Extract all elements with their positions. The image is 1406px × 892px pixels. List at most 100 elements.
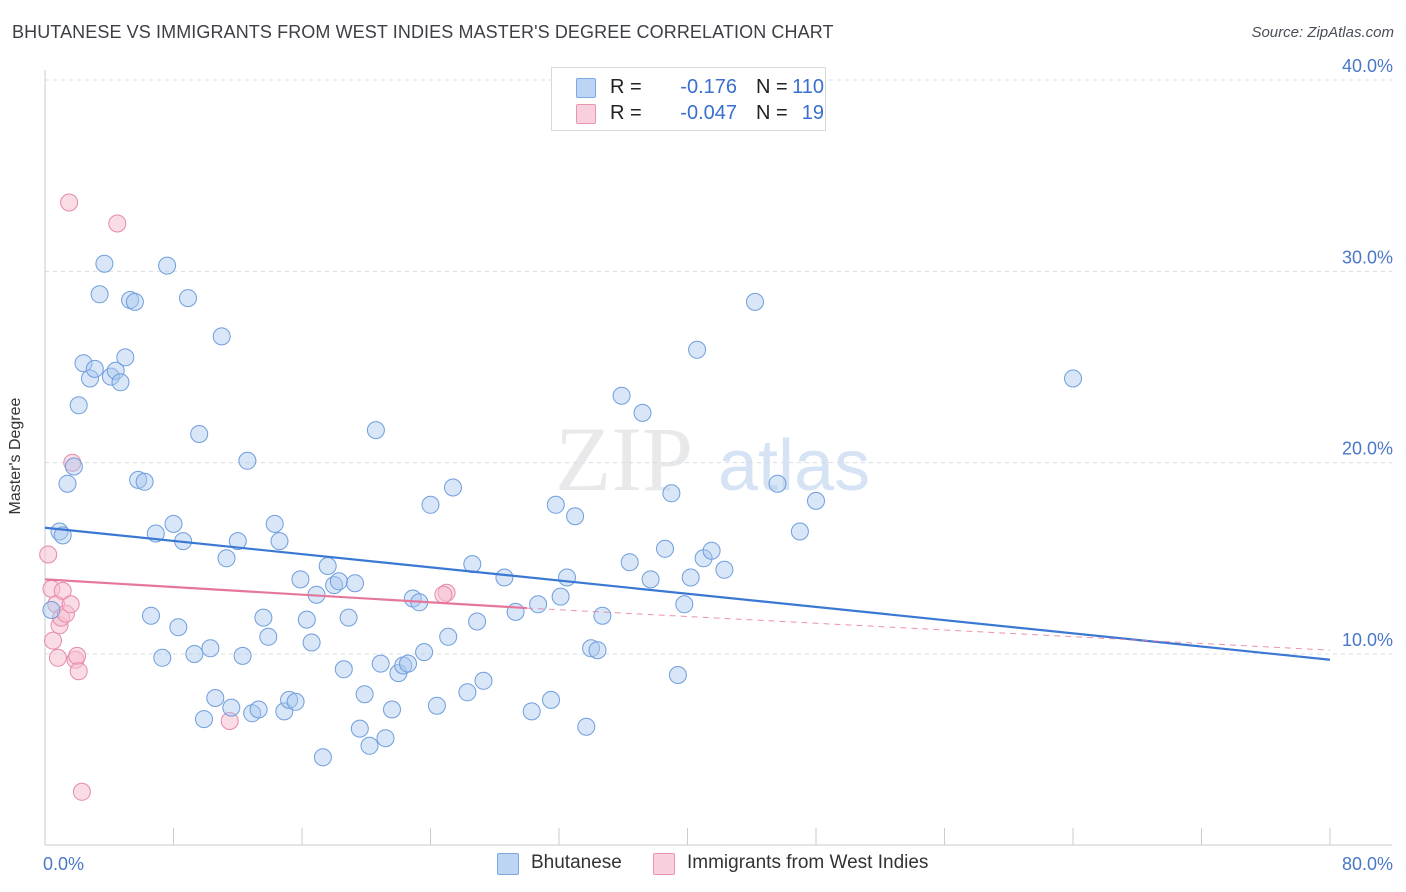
point-bhutanese bbox=[111, 373, 130, 392]
point-bhutanese bbox=[85, 359, 104, 378]
point-bhutanese bbox=[768, 474, 787, 493]
point-bhutanese bbox=[69, 396, 88, 415]
point-bhutanese bbox=[458, 683, 477, 702]
point-bhutanese bbox=[42, 601, 61, 619]
watermark-atlas: atlas bbox=[718, 426, 870, 506]
trend-line-bhutanese bbox=[44, 526, 1331, 661]
legend-n-value: 110 bbox=[792, 76, 824, 98]
point-bhutanese bbox=[116, 348, 135, 367]
point-bhutanese bbox=[169, 618, 188, 637]
point-bhutanese bbox=[270, 532, 289, 551]
point-bhutanese bbox=[551, 587, 570, 606]
point-west-indies bbox=[434, 585, 453, 604]
point-bhutanese bbox=[566, 507, 585, 526]
point-bhutanese bbox=[334, 660, 353, 679]
point-bhutanese bbox=[355, 685, 374, 704]
point-west-indies bbox=[44, 631, 62, 650]
y-tick-label: 30.0% bbox=[1342, 247, 1393, 267]
point-bhutanese bbox=[702, 541, 721, 560]
point-bhutanese bbox=[179, 289, 197, 308]
point-bhutanese bbox=[588, 641, 607, 660]
point-bhutanese bbox=[339, 608, 358, 627]
point-bhutanese bbox=[90, 285, 109, 304]
point-bhutanese bbox=[346, 574, 364, 593]
point-west-indies bbox=[72, 782, 91, 801]
y-tick-label: 40.0% bbox=[1342, 56, 1393, 76]
point-bhutanese bbox=[164, 514, 183, 533]
point-bhutanese bbox=[291, 570, 310, 589]
point-bhutanese bbox=[371, 654, 390, 673]
x-tick-label: 0.0% bbox=[43, 854, 84, 874]
point-bhutanese bbox=[217, 549, 236, 568]
point-bhutanese bbox=[1064, 369, 1082, 388]
y-tick-label: 20.0% bbox=[1342, 439, 1393, 459]
point-bhutanese bbox=[318, 557, 337, 575]
point-bhutanese bbox=[582, 639, 601, 658]
trend-lines bbox=[44, 526, 1331, 661]
point-bhutanese bbox=[286, 692, 305, 711]
point-west-indies bbox=[220, 712, 239, 730]
legend-r-label: R = bbox=[610, 76, 642, 98]
axes bbox=[44, 70, 1392, 846]
legend-swatch-west-indies bbox=[576, 104, 596, 124]
correlation-legend: R = -0.176 N = 110 R = -0.047 N = 19 bbox=[551, 67, 826, 131]
point-bhutanese bbox=[350, 719, 369, 738]
point-bhutanese bbox=[64, 457, 83, 476]
point-bhutanese bbox=[233, 646, 252, 665]
point-bhutanese bbox=[444, 478, 462, 497]
point-bhutanese bbox=[360, 736, 379, 755]
point-bhutanese bbox=[474, 671, 493, 690]
point-bhutanese bbox=[366, 421, 385, 440]
legend-r-label: R = bbox=[610, 102, 642, 124]
watermark-zip: ZIP bbox=[555, 408, 693, 510]
point-bhutanese bbox=[329, 572, 348, 591]
legend-r-value: -0.047 bbox=[680, 102, 737, 124]
legend-label-west-indies: Immigrants from West Indies bbox=[687, 852, 929, 873]
point-west-indies bbox=[68, 646, 87, 665]
point-bhutanese bbox=[74, 354, 93, 373]
legend-r-value: -0.176 bbox=[680, 76, 737, 98]
point-bhutanese bbox=[439, 627, 458, 646]
point-bhutanese bbox=[313, 748, 332, 767]
point-bhutanese bbox=[190, 425, 209, 443]
point-bhutanese bbox=[558, 568, 576, 587]
point-west-indies bbox=[108, 214, 127, 233]
point-bhutanese bbox=[468, 612, 487, 631]
point-bhutanese bbox=[675, 595, 694, 614]
point-bhutanese bbox=[522, 702, 541, 721]
watermark: ZIP atlas bbox=[555, 408, 870, 510]
point-west-indies bbox=[60, 193, 79, 212]
point-bhutanese bbox=[681, 568, 700, 587]
trend-line-west-indies-extension bbox=[526, 607, 1331, 651]
point-bhutanese bbox=[302, 633, 321, 652]
point-bhutanese bbox=[95, 254, 114, 273]
point-bhutanese bbox=[668, 666, 687, 684]
point-bhutanese bbox=[201, 639, 220, 658]
point-bhutanese bbox=[577, 717, 596, 736]
source-attribution: Source: ZipAtlas.com bbox=[1251, 24, 1394, 41]
point-west-indies bbox=[39, 545, 58, 564]
point-bhutanese bbox=[715, 560, 734, 579]
point-bhutanese bbox=[641, 570, 660, 589]
point-bhutanese bbox=[101, 367, 120, 386]
point-west-indies bbox=[48, 648, 67, 667]
point-west-indies bbox=[69, 662, 88, 681]
legend-swatch-bhutanese bbox=[497, 853, 519, 875]
point-bhutanese bbox=[142, 606, 160, 625]
trend-line-west-indies bbox=[44, 578, 527, 610]
point-bhutanese bbox=[195, 710, 213, 729]
point-bhutanese bbox=[135, 472, 154, 491]
point-bhutanese bbox=[58, 474, 77, 493]
point-bhutanese bbox=[129, 470, 148, 489]
point-bhutanese bbox=[807, 491, 825, 510]
point-bhutanese bbox=[612, 386, 631, 405]
tick-labels: 10.0% 20.0% 30.0% 40.0% 0.0% 80.0% bbox=[43, 56, 1393, 874]
legend-n-label: N = bbox=[756, 102, 788, 124]
point-bhutanese bbox=[421, 495, 440, 514]
point-bhutanese bbox=[238, 451, 257, 470]
point-bhutanese bbox=[228, 532, 247, 551]
point-bhutanese bbox=[633, 403, 652, 422]
point-bhutanese bbox=[185, 645, 204, 663]
point-bhutanese bbox=[259, 627, 278, 646]
legend-n-value: 19 bbox=[801, 102, 824, 124]
